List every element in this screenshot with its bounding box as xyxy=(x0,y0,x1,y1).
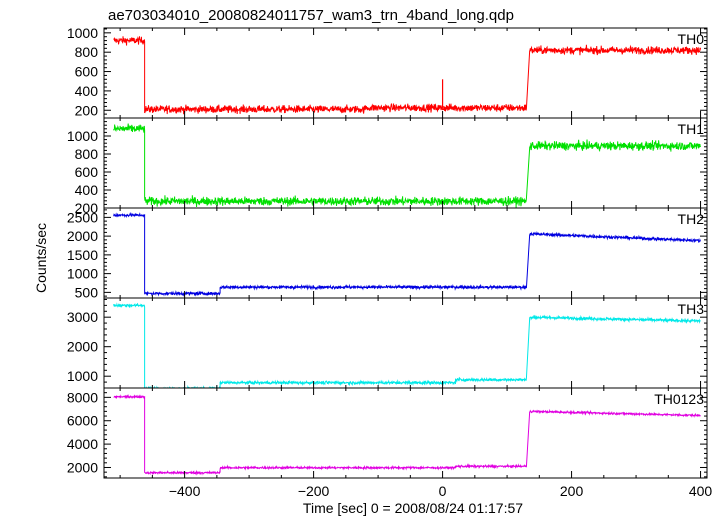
panel-label: TH3 xyxy=(678,301,705,317)
y-tick-label: 4000 xyxy=(67,436,98,452)
panel-frame xyxy=(103,207,708,299)
y-tick-label: 1000 xyxy=(67,128,98,144)
panel-th3: 1000 2000 3000 TH3 xyxy=(67,297,708,389)
y-tick-label: 1000 xyxy=(67,25,98,41)
y-tick-label: 600 xyxy=(75,64,99,80)
y-axis-label: Counts/sec xyxy=(33,223,49,293)
panel-label: TH2 xyxy=(678,211,705,227)
x-tick-label: 200 xyxy=(560,483,584,499)
panel-th0: 200 400 600 800 1000 TH0 xyxy=(67,25,708,119)
y-tick-label: 200 xyxy=(75,102,99,118)
y-tick-label: 500 xyxy=(75,284,99,300)
panel-frame xyxy=(103,387,708,479)
series-th0123-line xyxy=(113,393,701,476)
y-tick-label: 200 xyxy=(75,200,99,216)
y-tick-label: 1000 xyxy=(67,368,98,384)
y-tick-label: 6000 xyxy=(67,413,98,429)
y-tick-label: 2000 xyxy=(67,459,98,475)
x-tick-label: 0 xyxy=(439,483,447,499)
panel-label: TH0 xyxy=(678,31,705,47)
panel-frame xyxy=(103,297,708,389)
y-tick-label: 600 xyxy=(75,164,99,180)
y-tick-label: 8000 xyxy=(67,389,98,405)
y-tick-label: 2000 xyxy=(67,228,98,244)
y-tick-label: 2500 xyxy=(67,209,98,225)
x-tick-label: 400 xyxy=(689,483,713,499)
panel-th0123: 2000 4000 6000 8000 TH0123 xyxy=(67,387,708,479)
series-th0-line xyxy=(113,36,702,115)
panel-label: TH1 xyxy=(678,121,705,137)
panel-label: TH0123 xyxy=(654,391,704,407)
series-th1-line xyxy=(113,123,702,208)
y-tick-label: 1000 xyxy=(67,266,98,282)
series-th2-line xyxy=(113,211,701,297)
y-tick-label: 800 xyxy=(75,44,99,60)
x-tick-label: −400 xyxy=(169,483,201,499)
y-tick-label: 1500 xyxy=(67,247,98,263)
chart-title: ae703034010_20080824011757_wam3_trn_4ban… xyxy=(108,7,514,24)
x-axis-label: Time [sec] 0 = 2008/08/24 01:17:57 xyxy=(303,500,523,516)
y-tick-label: 400 xyxy=(75,83,99,99)
y-tick-label: 2000 xyxy=(67,339,98,355)
panel-frame xyxy=(103,117,708,209)
y-tick-label: 800 xyxy=(75,146,99,162)
panel-th2: 500 1000 1500 2000 2500 TH2 xyxy=(67,207,708,300)
panel-th1: 200 400 600 800 1000 TH1 xyxy=(67,117,708,216)
y-tick-label: 3000 xyxy=(67,309,98,325)
x-tick-label: −200 xyxy=(298,483,330,499)
series-th3-line xyxy=(113,302,701,388)
y-tick-label: 400 xyxy=(75,182,99,198)
panels-group: 200 400 600 800 1000 TH0 200 400 600 800 1000 TH1 50… xyxy=(67,25,713,499)
